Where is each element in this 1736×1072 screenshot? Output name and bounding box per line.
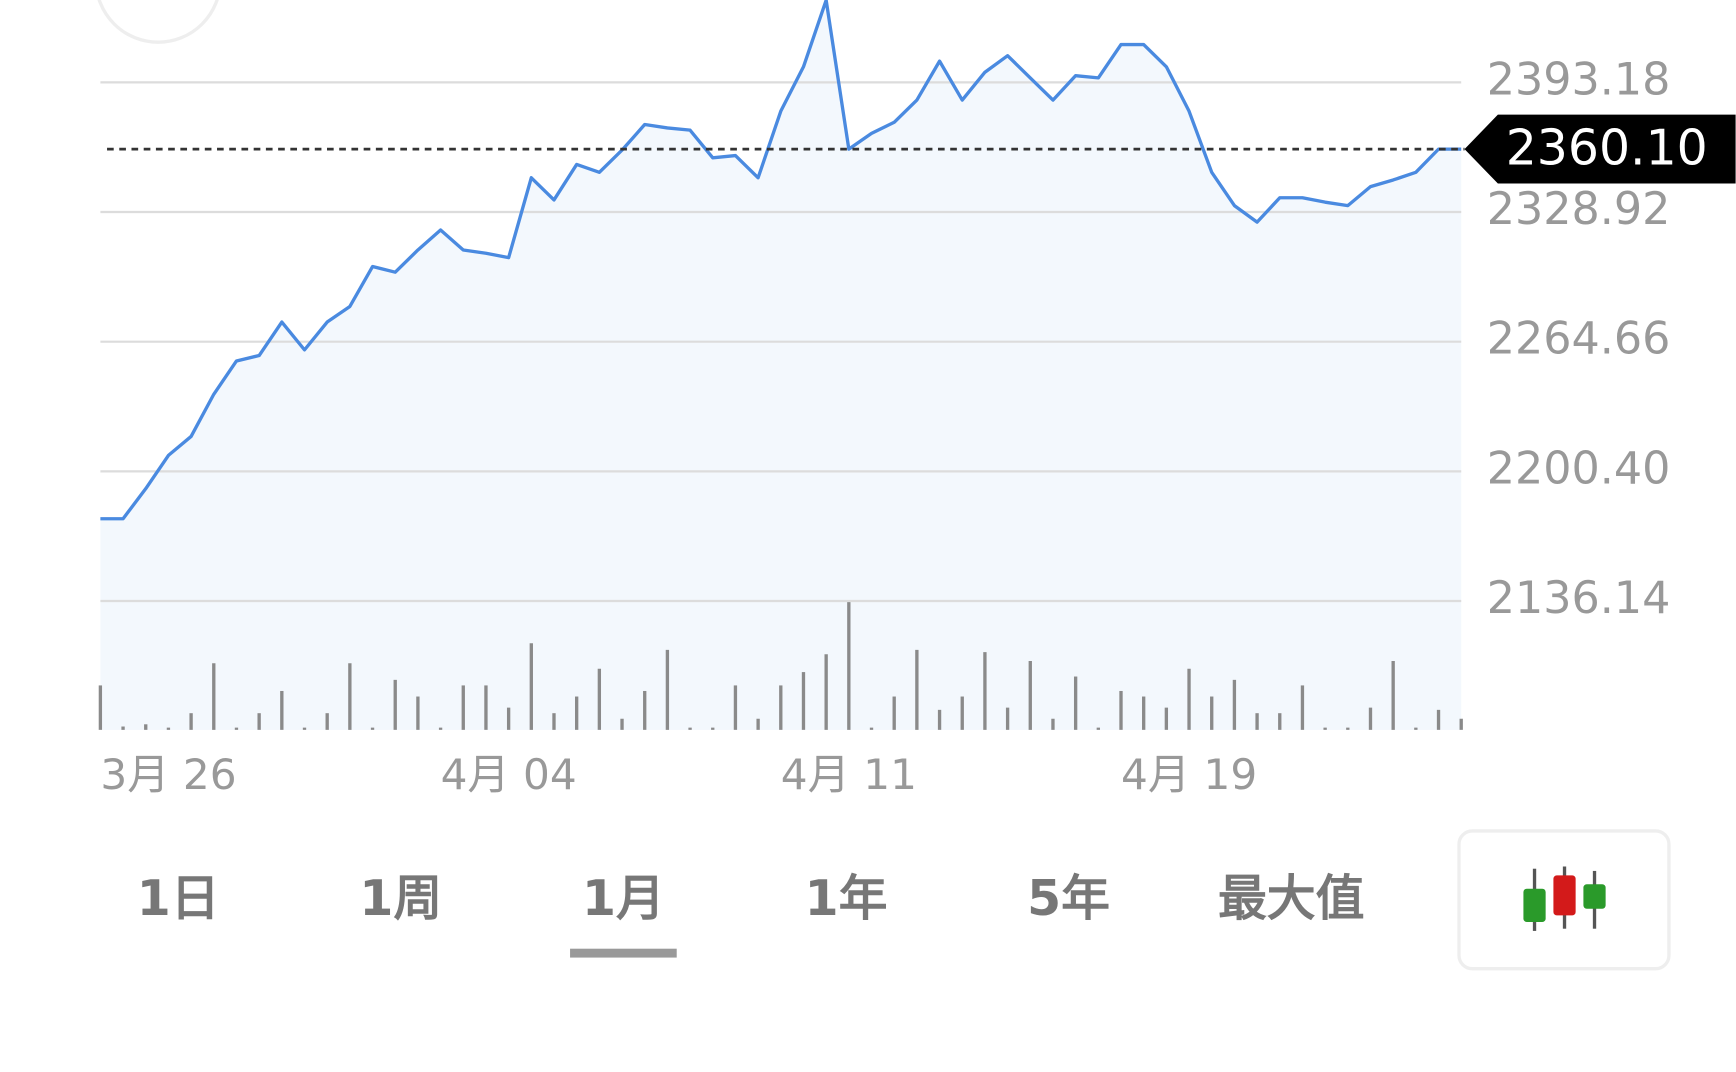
y-tick-label: 2393.18: [1487, 54, 1671, 105]
range-tab[interactable]: 1年: [805, 870, 888, 927]
y-tick-label: 2328.92: [1487, 184, 1671, 235]
x-tick-label: 4月 19: [1121, 750, 1257, 799]
price-line: [100, 0, 1462, 521]
last-price-tag: [1464, 114, 1736, 184]
range-tab[interactable]: 5年: [1027, 870, 1110, 927]
y-tick-label: 2264.66: [1487, 314, 1671, 365]
x-tick-label: 4月 11: [781, 750, 917, 799]
range-tab[interactable]: 1周: [359, 870, 442, 927]
x-tick-label: 4月 04: [441, 750, 577, 799]
range-tab[interactable]: 1日: [137, 870, 220, 927]
range-underline: [570, 948, 677, 958]
y-tick-label: 2136.14: [1487, 573, 1671, 624]
price-area: [100, 0, 1462, 730]
back-button[interactable]: [96, 0, 220, 44]
range-tab[interactable]: 1月: [582, 870, 665, 927]
last-price-label: 2360.10: [1506, 119, 1708, 176]
x-tick-label: 3月 26: [100, 750, 236, 799]
y-tick-label: 2200.40: [1487, 443, 1671, 494]
range-tab[interactable]: 最大值: [1218, 870, 1365, 927]
candle-icon: [1523, 866, 1606, 931]
